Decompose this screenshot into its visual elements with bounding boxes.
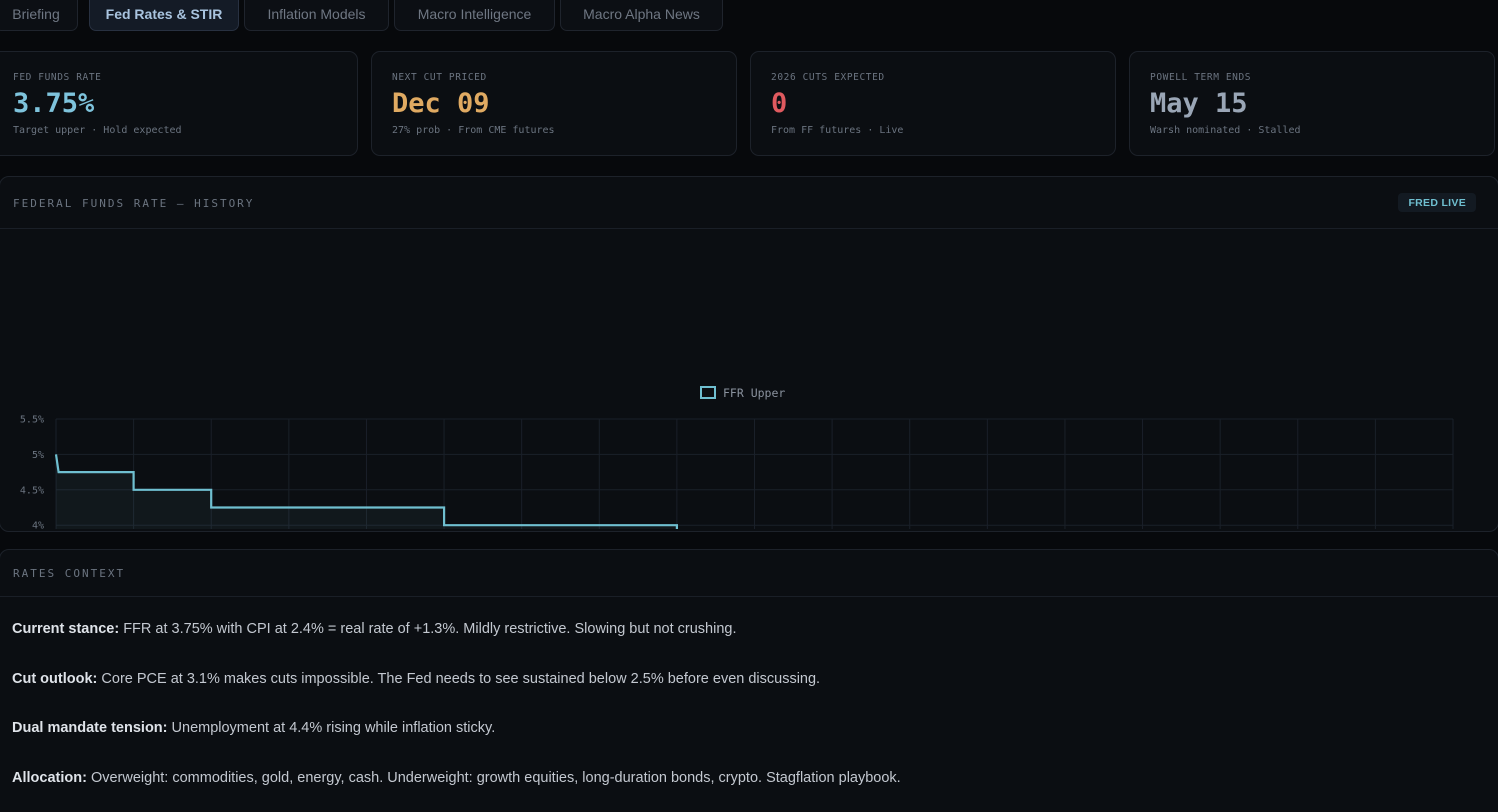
context-item-allocation: Allocation: Overweight: commodities, gol…: [12, 770, 901, 786]
ffr-history-chart: 3%3.5%4%4.5%5%5.5%Sep 24Oct 24Nov 24Dec …: [20, 386, 1454, 529]
context-label: Dual mandate tension:: [12, 720, 168, 736]
chart-panel-header: FEDERAL FUNDS RATE — HISTORY FRED LIVE: [0, 177, 1498, 229]
y-tick-label: 5%: [32, 450, 44, 461]
fred-live-badge: FRED LIVE: [1398, 193, 1476, 212]
tab-label: Fed Rates & STIR: [105, 5, 223, 22]
context-label: Allocation:: [12, 770, 87, 786]
series-line-ffr-upper: [54, 454, 678, 529]
context-label: Cut outlook:: [12, 671, 98, 687]
rates-context-panel: RATES CONTEXT Current stance: FFR at 3.7…: [0, 549, 1498, 812]
stat-subtext: Warsh nominated · Stalled: [1150, 125, 1301, 136]
rates-context-header: RATES CONTEXT: [0, 550, 1498, 597]
tab-fed-rates-stir[interactable]: Fed Rates & STIR: [89, 0, 239, 31]
series-area: [56, 454, 677, 529]
context-label: Current stance:: [12, 621, 120, 637]
stat-label: 2026 CUTS EXPECTED: [771, 72, 885, 83]
stat-value: 0: [771, 88, 788, 119]
context-item-cut-outlook: Cut outlook: Core PCE at 3.1% makes cuts…: [12, 671, 820, 687]
stat-label: FED FUNDS RATE: [13, 72, 102, 83]
context-item-dual-mandate: Dual mandate tension: Unemployment at 4.…: [12, 720, 495, 736]
legend-label: FFR Upper: [723, 386, 785, 400]
stat-card-fed-funds-rate: FED FUNDS RATE 3.75% Target upper · Hold…: [0, 51, 358, 156]
context-text: Overweight: commodities, gold, energy, c…: [86, 770, 901, 786]
context-text: Core PCE at 3.1% makes cuts impossible. …: [97, 671, 821, 687]
chart-panel-title: FEDERAL FUNDS RATE — HISTORY: [13, 197, 255, 210]
stat-value: 3.75%: [13, 88, 95, 119]
stat-card-2026-cuts-expected: 2026 CUTS EXPECTED 0 From FF futures · L…: [750, 51, 1116, 156]
stat-card-powell-term-ends: POWELL TERM ENDS May 15 Warsh nominated …: [1129, 51, 1495, 156]
tab-label: Macro Intelligence: [417, 5, 532, 22]
stat-subtext: Target upper · Hold expected: [13, 125, 182, 136]
context-text: FFR at 3.75% with CPI at 2.4% = real rat…: [119, 621, 737, 637]
tab-label: Inflation Models: [267, 5, 366, 22]
y-tick-label: 5.5%: [20, 415, 44, 426]
stat-value: May 15: [1150, 88, 1248, 119]
tab-label: Macro Alpha News: [583, 5, 700, 22]
stat-label: NEXT CUT PRICED: [392, 72, 487, 83]
chart-panel: FEDERAL FUNDS RATE — HISTORY FRED LIVE 3…: [0, 176, 1498, 532]
legend-swatch: [700, 386, 716, 399]
tab-macro-intelligence[interactable]: Macro Intelligence: [394, 0, 555, 31]
rates-context-title: RATES CONTEXT: [13, 567, 126, 580]
stat-value: Dec 09: [392, 88, 490, 119]
stat-subtext: 27% prob · From CME futures: [392, 125, 555, 136]
context-item-current-stance: Current stance: FFR at 3.75% with CPI at…: [12, 621, 737, 637]
tab-briefing[interactable]: Briefing: [0, 0, 78, 31]
stat-card-next-cut-priced: NEXT CUT PRICED Dec 09 27% prob · From C…: [371, 51, 737, 156]
y-tick-label: 4.5%: [20, 485, 44, 496]
stat-subtext: From FF futures · Live: [771, 125, 904, 136]
y-tick-label: 4%: [32, 521, 44, 529]
tab-macro-alpha-news[interactable]: Macro Alpha News: [560, 0, 723, 31]
tab-inflation-models[interactable]: Inflation Models: [244, 0, 389, 31]
stat-label: POWELL TERM ENDS: [1150, 72, 1252, 83]
context-text: Unemployment at 4.4% rising while inflat…: [167, 720, 496, 736]
tab-label: Briefing: [12, 5, 60, 22]
